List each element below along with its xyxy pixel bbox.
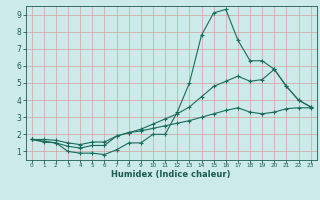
X-axis label: Humidex (Indice chaleur): Humidex (Indice chaleur) [111,170,231,179]
